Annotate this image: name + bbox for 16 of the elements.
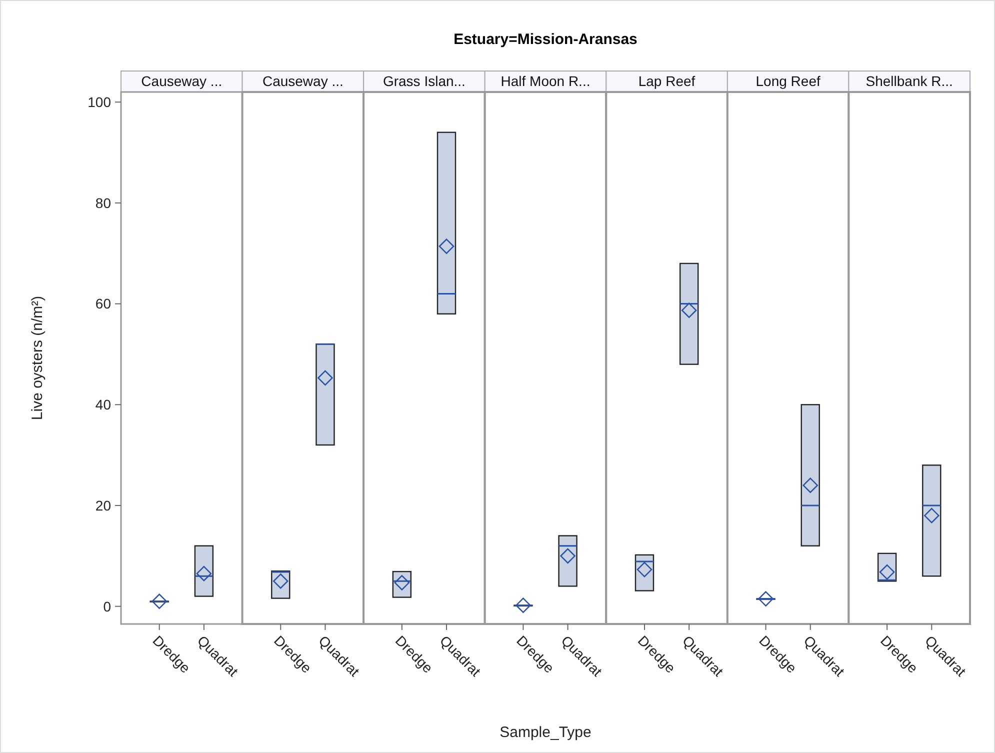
- y-tick-label: 60: [95, 296, 112, 312]
- chart-title: Grass Islan...: [382, 73, 466, 89]
- y-axis-title: Live oysters (n/m²): [29, 296, 46, 420]
- text: Estuary=Mission-Aransas: [454, 31, 638, 48]
- y-tick-label: 80: [95, 194, 112, 211]
- chart-title: Half Moon R...: [500, 73, 590, 89]
- chart-title: Causeway ...: [141, 73, 222, 89]
- y-tick-label: 0: [103, 598, 112, 614]
- y-tick-label: 40: [95, 396, 112, 413]
- chart-title: Lap Reef: [638, 73, 696, 89]
- y-tick-label: 100: [88, 94, 112, 110]
- chart-title: Causeway ...: [262, 73, 344, 89]
- text: Sample_Type: [500, 724, 592, 741]
- chart-title: Long Reef: [756, 73, 820, 89]
- chart-title: Shellbank R...: [866, 73, 953, 89]
- y-tick-label: 20: [95, 497, 112, 514]
